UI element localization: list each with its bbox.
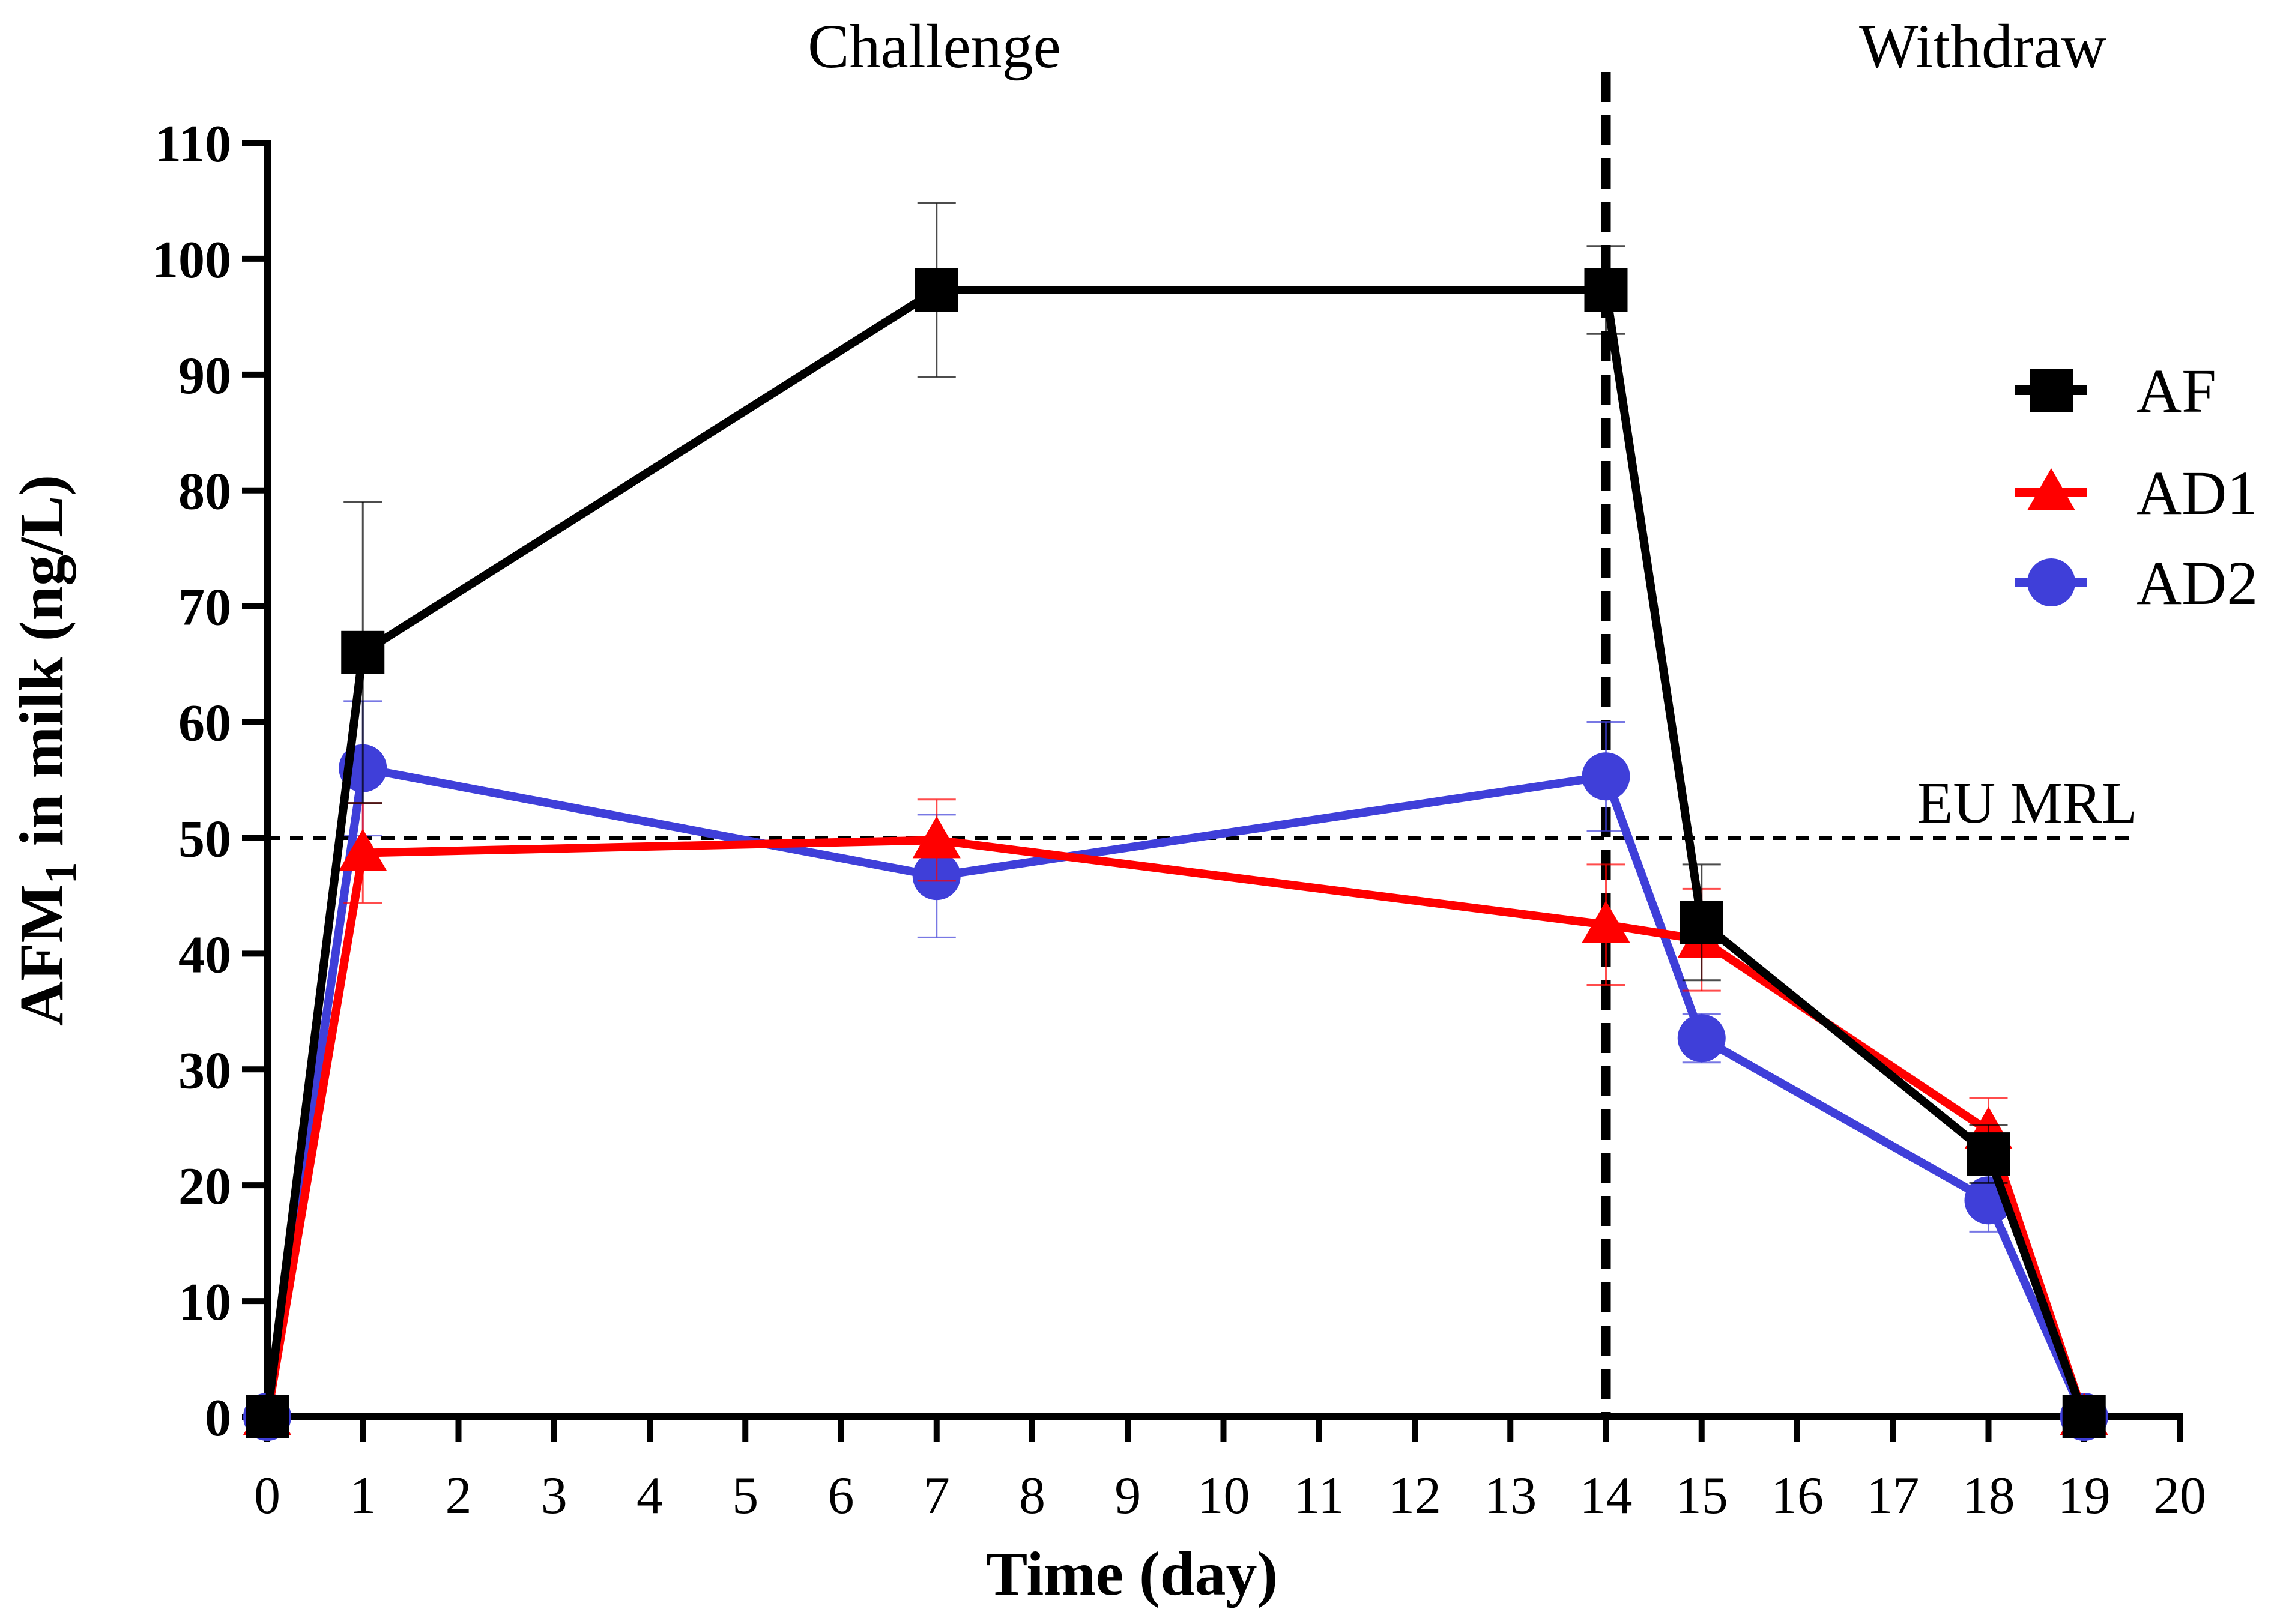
data-point [1680, 901, 1723, 944]
y-tick-label: 110 [155, 115, 231, 174]
y-tick-label: 30 [178, 1042, 231, 1100]
x-tick-label: 9 [1114, 1467, 1141, 1525]
x-tick-label: 2 [446, 1467, 472, 1525]
x-tick-label: 11 [1293, 1467, 1344, 1525]
y-tick-label: 60 [178, 695, 231, 753]
x-tick-label: 7 [924, 1467, 950, 1525]
data-point [1582, 752, 1630, 801]
data-point [246, 1395, 289, 1438]
series-line [263, 285, 2088, 1419]
series-line [263, 836, 2088, 1419]
x-tick-label: 3 [541, 1467, 567, 1525]
data-point [1967, 1132, 2010, 1176]
x-tick-label: 10 [1197, 1467, 1250, 1525]
y-tick-label: 90 [178, 347, 231, 405]
y-tick-label: 80 [178, 463, 231, 521]
x-tick-label: 4 [636, 1467, 663, 1525]
y-tick-label: 10 [178, 1273, 231, 1332]
series-af [246, 202, 2106, 1438]
phase-label-withdraw: Withdraw [1859, 12, 2106, 81]
legend-label: AD2 [2136, 549, 2258, 618]
y-axis-title-suffix: in milk (ng/L) [7, 475, 76, 862]
x-tick-label: 18 [1962, 1467, 2015, 1525]
legend-swatch-marker [2030, 369, 2073, 412]
x-tick-label: 14 [1580, 1467, 1633, 1525]
x-tick-label: 13 [1484, 1467, 1537, 1525]
y-tick-label: 70 [178, 579, 231, 637]
legend: AF AD1 AD2 [2015, 357, 2258, 618]
legend-label: AF [2136, 357, 2216, 426]
x-tick-label: 12 [1388, 1467, 1441, 1525]
y-tick-label: 100 [152, 231, 231, 289]
y-tick-label: 0 [205, 1389, 231, 1447]
x-tick-label: 19 [2058, 1467, 2111, 1525]
y-axis-title-subscript: 1 [37, 862, 86, 884]
data-point [912, 816, 961, 859]
y-tick-label: 40 [178, 926, 231, 984]
legend-swatch-marker [2027, 558, 2075, 606]
x-tick-label: 8 [1019, 1467, 1045, 1525]
x-tick-label: 5 [732, 1467, 758, 1525]
x-tick-label: 17 [1866, 1467, 1919, 1525]
data-point [339, 829, 387, 871]
x-tick-label: 20 [2153, 1467, 2206, 1525]
x-tick-label: 16 [1771, 1467, 1824, 1525]
x-tick-label: 0 [254, 1467, 280, 1525]
y-axis-title: AFM1 in milk (ng/L) [7, 475, 86, 1026]
x-tick-label: 15 [1675, 1467, 1728, 1525]
x-axis-title: Time (day) [986, 1539, 1278, 1608]
x-tick-label: 1 [349, 1467, 376, 1525]
x-tick-label: 6 [828, 1467, 854, 1525]
data-point [1677, 1014, 1726, 1063]
reference-line-label: EU MRL [1917, 771, 2138, 836]
legend-item-ad2: AD2 [2015, 549, 2258, 618]
series-line [263, 764, 2088, 1419]
data-point [1584, 268, 1628, 312]
data-point [341, 630, 385, 674]
legend-item-af: AF [2015, 357, 2216, 426]
y-tick-label: 20 [178, 1158, 231, 1216]
legend-item-ad1: AD1 [2015, 459, 2258, 528]
y-tick-label: 50 [178, 810, 231, 868]
phase-label-challenge: Challenge [808, 12, 1061, 81]
data-point [915, 268, 958, 312]
legend-swatch-marker [2027, 468, 2075, 510]
data-point [1582, 901, 1630, 943]
legend-label: AD1 [2136, 459, 2258, 528]
data-point [2062, 1395, 2106, 1438]
series-ad1 [243, 798, 2108, 1435]
y-axis-title-main: AFM [7, 884, 76, 1026]
series-ad2 [243, 700, 2108, 1441]
series-group [243, 202, 2108, 1441]
